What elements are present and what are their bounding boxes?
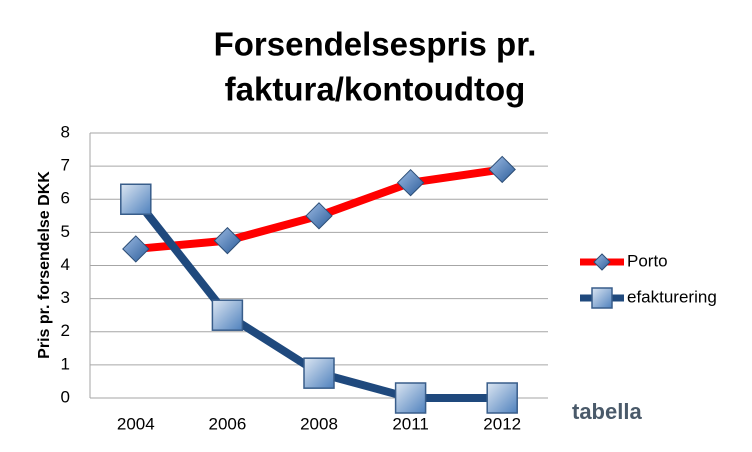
x-tick-label: 2008 [300, 414, 338, 433]
y-tick-label: 2 [61, 321, 70, 340]
legend-marker [591, 287, 613, 309]
chart-title: faktura/kontoudtog [225, 71, 526, 108]
marker [303, 357, 335, 389]
y-tick-label: 3 [61, 288, 70, 307]
y-axis-label: Pris pr. forsendelse DKK [36, 171, 53, 359]
legend-label: efakturering [627, 287, 717, 306]
marker [122, 235, 150, 263]
logo: tabella [572, 399, 642, 424]
y-tick-label: 4 [61, 255, 70, 274]
marker [211, 299, 244, 331]
legend-marker [593, 253, 611, 271]
y-tick-label: 0 [61, 387, 70, 406]
x-tick-label: 2004 [117, 414, 155, 433]
x-tick-label: 2012 [483, 414, 521, 433]
marker [120, 183, 152, 215]
marker [486, 382, 518, 414]
x-tick-label: 2011 [392, 414, 429, 433]
marker [305, 202, 333, 230]
legend-label: Porto [627, 251, 668, 270]
marker [213, 226, 242, 255]
y-tick-label: 7 [61, 156, 70, 175]
marker [396, 168, 425, 197]
x-tick-label: 2006 [208, 414, 246, 433]
y-tick-label: 1 [61, 354, 70, 373]
y-tick-label: 6 [61, 189, 70, 208]
chart-title: Forsendelsespris pr. [214, 26, 537, 63]
y-tick-label: 8 [61, 122, 70, 141]
marker [394, 382, 427, 414]
y-tick-label: 5 [61, 222, 70, 241]
marker [488, 155, 516, 184]
